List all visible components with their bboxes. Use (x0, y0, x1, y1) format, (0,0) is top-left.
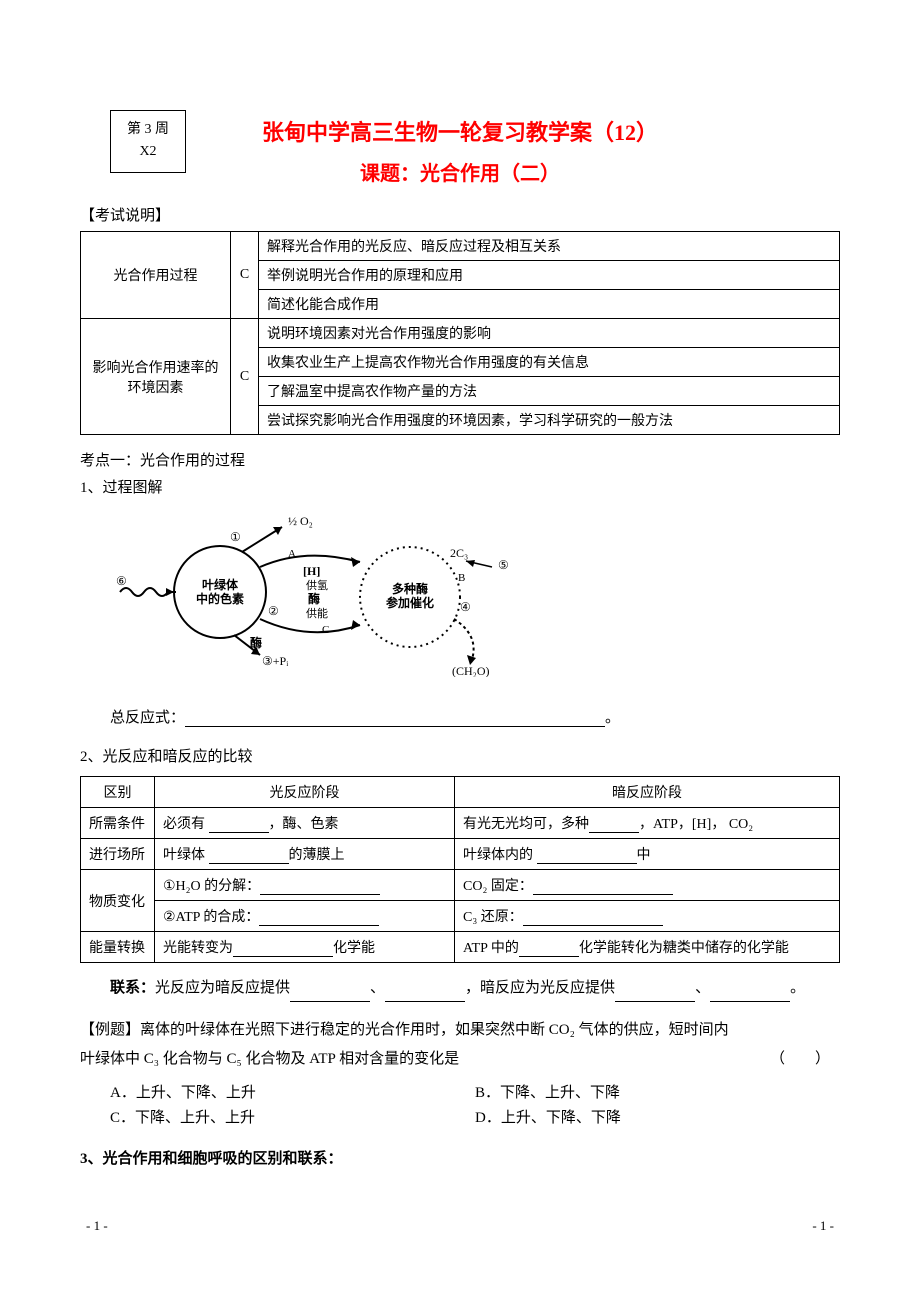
cmp-matter-l2: ②ATP 的合成： (155, 901, 455, 932)
cmp-matter-l1: ①H₂O 的分解： (155, 870, 455, 901)
corner-line2: X2 (127, 141, 169, 163)
exam-item-2-2: 收集农业生产上提高农作物光合作用强度的有关信息 (259, 348, 840, 377)
kaodian-1: 考点一：光合作用的过程 (80, 449, 840, 470)
svg-text:供氢: 供氢 (306, 578, 328, 592)
footer-left: - 1 - (86, 1218, 108, 1234)
exam-item-1-3: 简述化能合成作用 (259, 290, 840, 319)
cmp-cond-label: 所需条件 (81, 808, 155, 839)
exam-table: 光合作用过程 C 解释光合作用的光反应、暗反应过程及相互关系 举例说明光合作用的… (80, 231, 840, 435)
svg-text:B: B (458, 572, 465, 584)
point-3: 3、光合作用和细胞呼吸的区别和联系： (80, 1147, 840, 1168)
process-diagram: 叶绿体 中的色素 多种酶 参加催化 ⑥ ① ½ O₂ A [H] 供氢 酶 (110, 507, 840, 682)
example-q1: 离体的叶绿体在光照下进行稳定的光合作用时，如果突然中断 CO₂ 气体的供应，短时… (140, 1022, 729, 1038)
svg-text:酶: 酶 (250, 635, 262, 650)
option-a: A．上升、下降、上升 (110, 1079, 475, 1104)
total-eq-blank (185, 711, 605, 728)
cmp-cond-light: 必须有 ，酶、色素 (155, 808, 455, 839)
footer: - 1 - - 1 - (80, 1218, 840, 1234)
point-1: 1、过程图解 (80, 476, 840, 497)
svg-text:多种酶: 多种酶 (392, 581, 428, 596)
svg-text:⑥: ⑥ (116, 574, 127, 588)
svg-text:中的色素: 中的色素 (196, 591, 244, 606)
example-q2: 叶绿体中 C₃ 化合物与 C₅ 化合物及 ATP 相对含量的变化是 (80, 1051, 459, 1067)
exam-topic-2: 影响光合作用速率的环境因素 (81, 319, 231, 435)
svg-text:⑤: ⑤ (498, 558, 509, 572)
svg-text:[H]: [H] (303, 564, 320, 578)
cmp-place-label: 进行场所 (81, 839, 155, 870)
svg-text:叶绿体: 叶绿体 (202, 577, 239, 592)
svg-text:A: A (288, 548, 296, 560)
svg-text:½ O₂: ½ O₂ (288, 514, 313, 528)
cmp-energy-light: 光能转变为化学能 (155, 932, 455, 963)
options: A．上升、下降、上升 B．下降、上升、下降 C．下降、上升、上升 D．上升、下降… (110, 1079, 840, 1129)
example-problem: 【例题】离体的叶绿体在光照下进行稳定的光合作用时，如果突然中断 CO₂ 气体的供… (80, 1016, 840, 1073)
exam-level-2: C (231, 319, 259, 435)
cmp-h3: 暗反应阶段 (455, 777, 840, 808)
svg-text:④: ④ (460, 600, 471, 614)
svg-text:酶: 酶 (308, 591, 320, 606)
cmp-energy-dark: ATP 中的化学能转化为糖类中储存的化学能 (455, 932, 840, 963)
svg-text:③+Pᵢ: ③+Pᵢ (262, 654, 288, 668)
exam-item-2-1: 说明环境因素对光合作用强度的影响 (259, 319, 840, 348)
example-tag: 【例题】 (80, 1022, 140, 1038)
page: 第 3 周 X2 张甸中学高三生物一轮复习教学案（12） 课题：光合作用（二） … (0, 0, 920, 1274)
cmp-matter-label: 物质变化 (81, 870, 155, 932)
option-d: D．上升、下降、下降 (475, 1104, 840, 1129)
point-2: 2、光反应和暗反应的比较 (80, 745, 840, 766)
svg-text:参加催化: 参加催化 (386, 595, 434, 610)
cmp-h1: 区别 (81, 777, 155, 808)
exam-level-1: C (231, 232, 259, 319)
cmp-energy-label: 能量转换 (81, 932, 155, 963)
svg-text:2C₃: 2C₃ (450, 546, 468, 560)
exam-item-2-4: 尝试探究影响光合作用强度的环境因素，学习科学研究的一般方法 (259, 406, 840, 435)
total-eq-end: 。 (605, 710, 620, 726)
cmp-cond-dark: 有光无光均可，多种，ATP，[H]， CO₂ (455, 808, 840, 839)
cmp-place-light: 叶绿体 的薄膜上 (155, 839, 455, 870)
exam-topic-1: 光合作用过程 (81, 232, 231, 319)
lianxi-bold: 联系： (110, 980, 155, 996)
cmp-matter-d1: CO₂ 固定： (455, 870, 840, 901)
cmp-matter-d2: C₃ 还原： (455, 901, 840, 932)
svg-text:供能: 供能 (306, 606, 328, 620)
svg-text:①: ① (230, 530, 241, 544)
lianxi-line: 联系：光反应为暗反应提供、，暗反应为光反应提供、。 (110, 975, 840, 1002)
corner-box: 第 3 周 X2 (110, 110, 186, 173)
exam-heading: 【考试说明】 (80, 204, 840, 225)
exam-item-1-2: 举例说明光合作用的原理和应用 (259, 261, 840, 290)
option-c: C．下降、上升、上升 (110, 1104, 475, 1129)
title-sub: 课题：光合作用（二） (80, 157, 840, 186)
total-eq-label: 总反应式： (110, 710, 185, 726)
exam-item-2-3: 了解温室中提高农作物产量的方法 (259, 377, 840, 406)
footer-right: - 1 - (812, 1218, 834, 1234)
title-main: 张甸中学高三生物一轮复习教学案（12） (80, 115, 840, 147)
total-equation: 总反应式： 。 (110, 706, 840, 727)
diagram-svg: 叶绿体 中的色素 多种酶 参加催化 ⑥ ① ½ O₂ A [H] 供氢 酶 (110, 507, 540, 677)
option-b: B．下降、上升、下降 (475, 1079, 840, 1104)
compare-table: 区别 光反应阶段 暗反应阶段 所需条件 必须有 ，酶、色素 有光无光均可，多种，… (80, 776, 840, 963)
cmp-h2: 光反应阶段 (155, 777, 455, 808)
svg-text:②: ② (268, 604, 279, 618)
svg-text:C: C (322, 624, 329, 636)
svg-text:(CH₂O): (CH₂O) (452, 664, 490, 677)
cmp-place-dark: 叶绿体内的 中 (455, 839, 840, 870)
example-paren: （ ） (770, 1045, 840, 1074)
corner-line1: 第 3 周 (127, 119, 169, 141)
exam-item-1-1: 解释光合作用的光反应、暗反应过程及相互关系 (259, 232, 840, 261)
